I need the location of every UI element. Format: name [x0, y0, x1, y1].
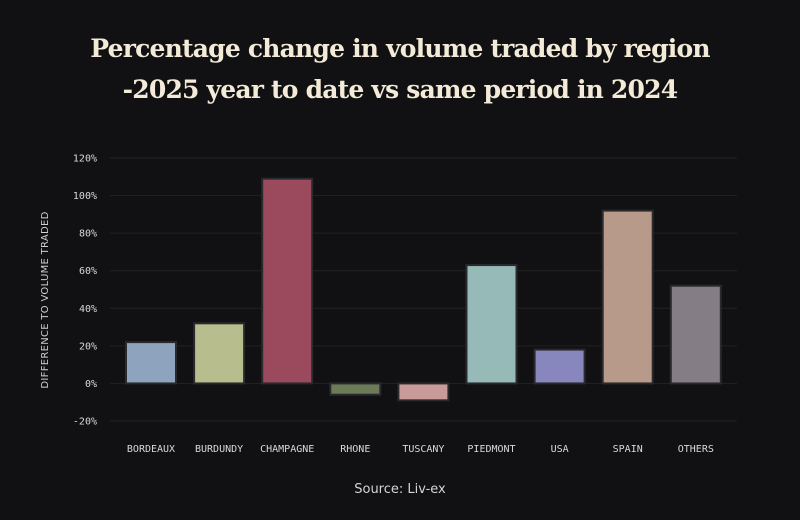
category-label: CHAMPAGNE [260, 444, 314, 455]
y-axis-label: DIFFERENCE TO VOLUME TRADED [40, 211, 51, 388]
bar-bordeaux [125, 341, 177, 385]
bar-others [669, 284, 722, 385]
y-tick-label: 60% [79, 266, 97, 277]
y-tick-label: 0% [85, 379, 97, 390]
category-label: TUSCANY [402, 444, 444, 455]
y-tick-label: 20% [79, 341, 97, 352]
y-tick-label: 80% [79, 229, 97, 240]
bar-piedmont [465, 264, 518, 385]
bar-usa [533, 348, 586, 385]
bar-burdundy [193, 322, 246, 385]
category-label: BURDUNDY [195, 444, 243, 455]
bars [125, 177, 722, 402]
bar-tuscany [397, 382, 450, 402]
category-label: OTHERS [678, 444, 714, 455]
bar-spain [601, 209, 654, 385]
chart-title-line-2: -2025 year to date vs same period in 202… [122, 75, 678, 104]
category-label: RHONE [340, 444, 370, 455]
y-tick-labels: 120% 100% 80% 60% 40% 20% 0% -20% [73, 154, 97, 428]
source-note: Source: Liv-ex [354, 482, 446, 497]
category-label: BORDEAUX [127, 444, 175, 455]
category-label: PIEDMONT [467, 444, 515, 455]
y-tick-label: 40% [79, 304, 97, 315]
x-category-labels: BORDEAUX BURDUNDY CHAMPAGNE RHONE TUSCANY PIE… [127, 444, 714, 455]
bar-champagne [261, 177, 314, 385]
chart-title-line-1: Percentage change in volume traded by re… [90, 34, 710, 63]
bar-rhone [329, 382, 382, 396]
y-tick-label: 120% [73, 154, 97, 165]
y-tick-label: -20% [73, 417, 97, 428]
y-tick-label: 100% [73, 191, 97, 202]
category-label: USA [551, 444, 569, 455]
category-label: SPAIN [613, 444, 643, 455]
